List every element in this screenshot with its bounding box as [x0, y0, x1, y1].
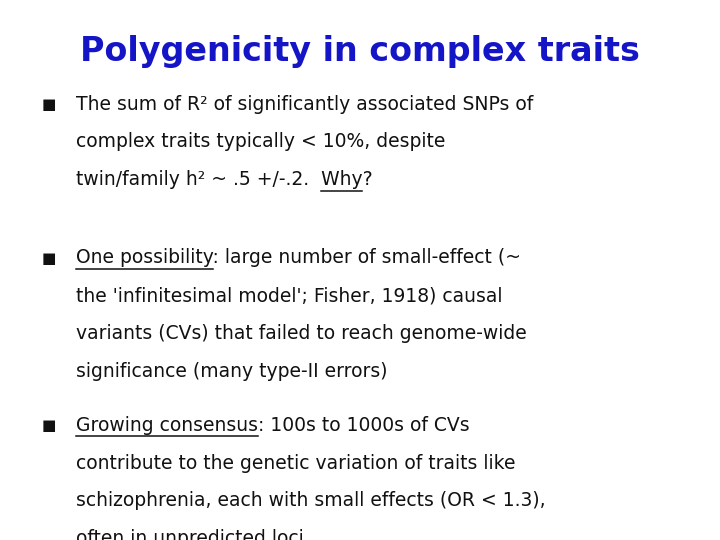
- Text: contribute to the genetic variation of traits like: contribute to the genetic variation of t…: [76, 454, 515, 472]
- Text: often in unpredicted loci: often in unpredicted loci: [76, 529, 303, 540]
- Text: variants (CVs) that failed to reach genome-wide: variants (CVs) that failed to reach geno…: [76, 324, 526, 343]
- Text: One possibility: large number of small-effect (~: One possibility: large number of small-e…: [76, 248, 521, 267]
- Text: ■: ■: [42, 251, 56, 266]
- Text: complex traits typically < 10%, despite: complex traits typically < 10%, despite: [76, 132, 445, 151]
- Text: Growing consensus: 100s to 1000s of CVs: Growing consensus: 100s to 1000s of CVs: [76, 416, 469, 435]
- Text: the 'infinitesimal model'; Fisher, 1918) causal: the 'infinitesimal model'; Fisher, 1918)…: [76, 286, 502, 305]
- Text: ■: ■: [42, 97, 56, 112]
- Text: ■: ■: [42, 418, 56, 434]
- Text: significance (many type-II errors): significance (many type-II errors): [76, 362, 387, 381]
- Text: The sum of R² of significantly associated SNPs of: The sum of R² of significantly associate…: [76, 94, 533, 113]
- Text: schizophrenia, each with small effects (OR < 1.3),: schizophrenia, each with small effects (…: [76, 491, 545, 510]
- Text: Polygenicity in complex traits: Polygenicity in complex traits: [80, 35, 640, 68]
- Text: twin/family h² ~ .5 +/-.2.  Why?: twin/family h² ~ .5 +/-.2. Why?: [76, 170, 372, 189]
